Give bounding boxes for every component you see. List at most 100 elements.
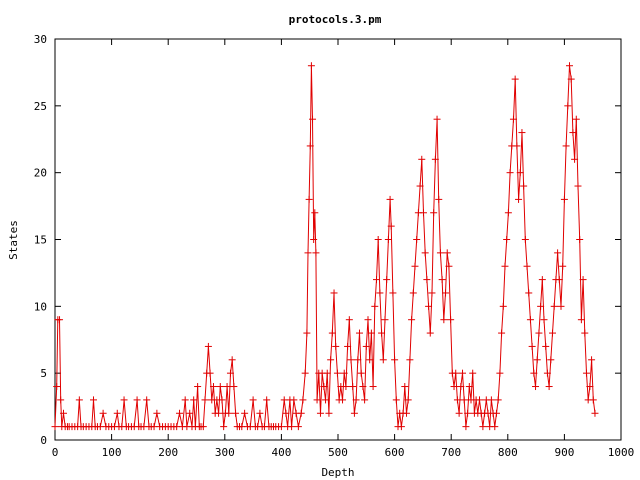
data-point [312, 249, 320, 257]
data-point [299, 396, 307, 404]
data-point [133, 396, 141, 404]
x-tick-label: 900 [554, 446, 574, 459]
data-point [591, 409, 599, 417]
series-line [54, 65, 596, 428]
data-point [199, 423, 207, 431]
data-point [328, 329, 336, 337]
data-point [350, 409, 358, 417]
data-point [416, 182, 424, 190]
data-point [543, 369, 551, 377]
data-point [379, 356, 387, 364]
data-point [535, 329, 543, 337]
data-point [582, 369, 590, 377]
data-point [464, 409, 472, 417]
data-point [340, 369, 348, 377]
series-layer [51, 62, 599, 431]
data-point [374, 236, 382, 243]
data-point [290, 396, 298, 404]
data-point [465, 383, 473, 391]
data-point [320, 383, 328, 391]
data-point [418, 155, 426, 163]
data-point [392, 396, 400, 404]
data-point [323, 369, 331, 377]
data-point [220, 423, 228, 431]
data-point [408, 316, 416, 324]
data-point [352, 396, 360, 404]
data-point [547, 356, 555, 364]
data-point [498, 329, 506, 337]
data-point [297, 409, 305, 417]
data-point [453, 396, 461, 404]
data-point [421, 249, 429, 257]
data-point [241, 409, 249, 417]
x-tick-label: 800 [498, 446, 518, 459]
data-point [462, 423, 470, 431]
data-point [431, 155, 439, 163]
data-point [430, 209, 438, 217]
data-point [361, 396, 369, 404]
data-point [504, 209, 512, 217]
data-point [387, 222, 395, 230]
data-point [256, 409, 264, 417]
data-point [378, 329, 386, 337]
data-point [426, 329, 434, 337]
data-point [294, 423, 302, 431]
data-point [469, 369, 477, 377]
data-point [545, 383, 553, 391]
data-point [304, 249, 312, 257]
data-point [530, 369, 538, 377]
x-tick-label: 300 [215, 446, 235, 459]
data-point [588, 356, 596, 364]
data-point [51, 423, 59, 431]
data-point [190, 396, 198, 404]
data-point [209, 383, 217, 391]
data-point [455, 409, 463, 417]
y-tick-label: 20 [34, 167, 47, 180]
data-point [532, 383, 540, 391]
data-point [509, 115, 517, 123]
data-point [528, 342, 536, 350]
y-tick-label: 10 [34, 300, 47, 313]
data-point [501, 262, 509, 270]
data-point [554, 249, 562, 257]
data-point [411, 262, 419, 270]
data-point [452, 369, 460, 377]
data-point [423, 276, 431, 284]
data-point [515, 195, 523, 203]
data-point [59, 409, 67, 417]
data-point [225, 409, 233, 417]
data-point [406, 356, 414, 364]
data-point [513, 142, 521, 150]
data-point [322, 396, 330, 404]
data-point [572, 115, 580, 123]
data-point [218, 396, 226, 404]
y-axis-label: States [7, 220, 20, 260]
data-point [216, 383, 224, 391]
data-point [491, 423, 499, 431]
data-point [581, 329, 589, 337]
data-point [313, 396, 321, 404]
data-point [206, 369, 214, 377]
data-point [215, 409, 223, 417]
data-point [366, 356, 374, 364]
data-point [143, 396, 151, 404]
data-point [525, 289, 533, 297]
x-tick-label: 200 [158, 446, 178, 459]
data-point [344, 342, 352, 350]
data-point [496, 369, 504, 377]
data-point [333, 369, 341, 377]
chart-title: protocols.3.pm [289, 13, 382, 26]
data-point [565, 62, 573, 70]
data-point [288, 423, 296, 431]
data-point [576, 236, 584, 243]
data-point [223, 383, 231, 391]
data-point [376, 289, 384, 297]
data-point [428, 289, 436, 297]
data-point [325, 409, 333, 417]
data-point [89, 396, 97, 404]
data-point [327, 356, 335, 364]
data-point [316, 409, 324, 417]
data-point [181, 396, 189, 404]
data-point [364, 316, 372, 324]
data-point [391, 356, 399, 364]
